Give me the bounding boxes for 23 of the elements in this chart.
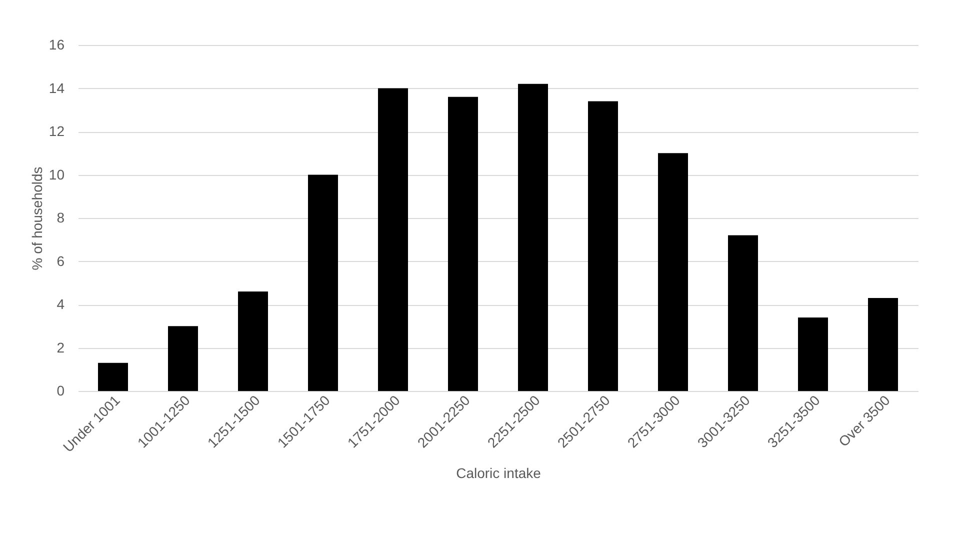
y-tick-label: 0 — [56, 382, 65, 398]
bar — [658, 153, 688, 391]
y-tick-label: 14 — [48, 80, 65, 96]
bar — [518, 84, 548, 391]
y-tick-label: 12 — [48, 123, 65, 139]
bar — [588, 101, 618, 391]
y-axis-title: % of households — [28, 166, 45, 270]
bar — [728, 235, 758, 391]
y-tick-label: 16 — [48, 36, 65, 52]
bar — [378, 88, 408, 391]
x-axis-title: Caloric intake — [456, 465, 542, 482]
bar — [98, 362, 128, 391]
bar — [868, 298, 898, 391]
bar — [448, 96, 478, 391]
y-tick-label: 6 — [56, 252, 65, 269]
bar — [798, 317, 828, 391]
y-tick-label: 2 — [56, 339, 65, 356]
bar — [238, 292, 268, 391]
y-tick-label: 8 — [56, 210, 65, 226]
bar — [308, 174, 338, 391]
y-tick-label: 10 — [48, 166, 65, 182]
y-tick-label: 4 — [56, 296, 65, 312]
bar — [168, 326, 198, 391]
